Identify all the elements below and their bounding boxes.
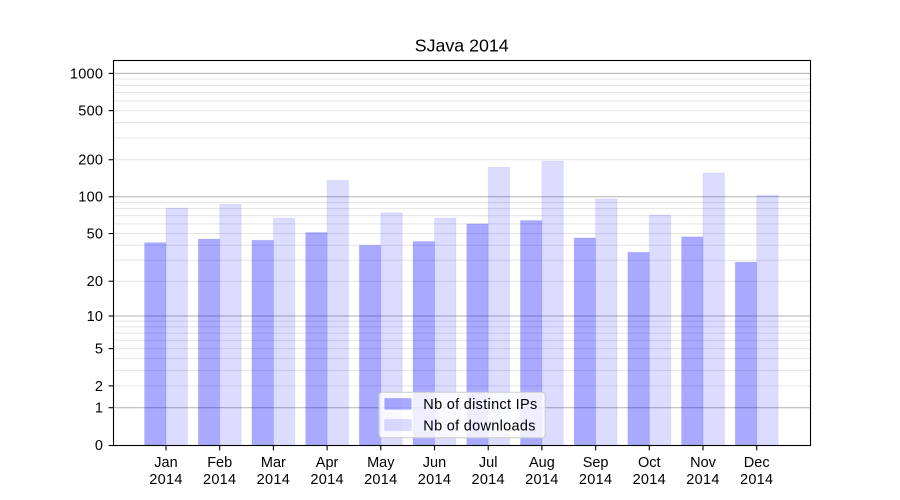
svg-text:2014: 2014 bbox=[203, 472, 236, 488]
svg-text:Nov: Nov bbox=[690, 455, 717, 471]
svg-text:Oct: Oct bbox=[638, 455, 661, 471]
svg-text:Aug: Aug bbox=[529, 455, 555, 471]
svg-text:Mar: Mar bbox=[261, 455, 286, 471]
svg-text:2014: 2014 bbox=[257, 472, 290, 488]
svg-text:2014: 2014 bbox=[633, 472, 666, 488]
svg-text:2014: 2014 bbox=[686, 472, 719, 488]
svg-text:2014: 2014 bbox=[418, 472, 451, 488]
svg-text:10: 10 bbox=[87, 309, 104, 325]
svg-text:Jul: Jul bbox=[479, 455, 498, 471]
svg-text:Jun: Jun bbox=[423, 455, 446, 471]
svg-text:2: 2 bbox=[95, 379, 103, 395]
svg-text:0: 0 bbox=[95, 438, 103, 454]
svg-text:Nb of downloads: Nb of downloads bbox=[423, 418, 536, 434]
svg-text:May: May bbox=[367, 455, 395, 471]
svg-text:200: 200 bbox=[78, 153, 103, 169]
svg-text:1000: 1000 bbox=[70, 66, 103, 82]
svg-text:Nb of distinct IPs: Nb of distinct IPs bbox=[423, 397, 537, 413]
svg-text:100: 100 bbox=[78, 190, 103, 206]
svg-text:2014: 2014 bbox=[579, 472, 612, 488]
svg-text:2014: 2014 bbox=[525, 472, 558, 488]
svg-text:Dec: Dec bbox=[744, 455, 770, 471]
svg-text:500: 500 bbox=[78, 104, 103, 120]
svg-text:Sep: Sep bbox=[583, 455, 609, 471]
svg-text:1: 1 bbox=[95, 401, 103, 417]
svg-text:50: 50 bbox=[87, 226, 104, 242]
svg-text:Apr: Apr bbox=[316, 455, 339, 471]
svg-text:2014: 2014 bbox=[149, 472, 182, 488]
svg-text:Feb: Feb bbox=[207, 455, 232, 471]
svg-text:SJava 2014: SJava 2014 bbox=[415, 36, 509, 56]
svg-text:5: 5 bbox=[95, 342, 103, 358]
svg-text:2014: 2014 bbox=[740, 472, 773, 488]
svg-text:20: 20 bbox=[87, 274, 104, 290]
svg-text:Jan: Jan bbox=[154, 455, 177, 471]
svg-text:2014: 2014 bbox=[310, 472, 343, 488]
svg-text:2014: 2014 bbox=[364, 472, 397, 488]
svg-text:2014: 2014 bbox=[471, 472, 504, 488]
